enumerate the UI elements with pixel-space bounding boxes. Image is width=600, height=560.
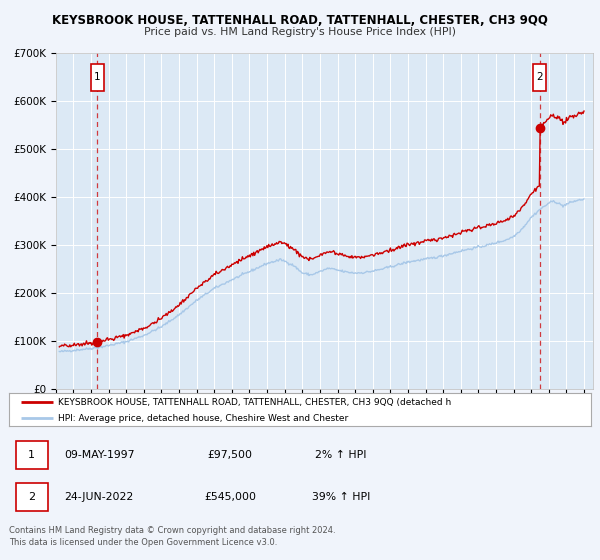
Text: 1: 1 <box>94 72 101 82</box>
FancyBboxPatch shape <box>16 483 48 511</box>
FancyBboxPatch shape <box>16 441 48 469</box>
Text: KEYSBROOK HOUSE, TATTENHALL ROAD, TATTENHALL, CHESTER, CH3 9QQ: KEYSBROOK HOUSE, TATTENHALL ROAD, TATTEN… <box>52 14 548 27</box>
Text: Price paid vs. HM Land Registry's House Price Index (HPI): Price paid vs. HM Land Registry's House … <box>144 27 456 37</box>
Text: £545,000: £545,000 <box>204 492 256 502</box>
Text: HPI: Average price, detached house, Cheshire West and Chester: HPI: Average price, detached house, Ches… <box>58 414 349 423</box>
Text: This data is licensed under the Open Government Licence v3.0.: This data is licensed under the Open Gov… <box>9 538 277 547</box>
Text: Contains HM Land Registry data © Crown copyright and database right 2024.: Contains HM Land Registry data © Crown c… <box>9 526 335 535</box>
FancyBboxPatch shape <box>533 64 547 91</box>
Text: 2: 2 <box>536 72 543 82</box>
Text: £97,500: £97,500 <box>208 450 253 460</box>
Text: 09-MAY-1997: 09-MAY-1997 <box>64 450 134 460</box>
Text: 39% ↑ HPI: 39% ↑ HPI <box>311 492 370 502</box>
Text: 2: 2 <box>28 492 35 502</box>
FancyBboxPatch shape <box>91 64 104 91</box>
Text: 2% ↑ HPI: 2% ↑ HPI <box>315 450 367 460</box>
Text: 1: 1 <box>28 450 35 460</box>
Text: 24-JUN-2022: 24-JUN-2022 <box>65 492 134 502</box>
Text: KEYSBROOK HOUSE, TATTENHALL ROAD, TATTENHALL, CHESTER, CH3 9QQ (detached h: KEYSBROOK HOUSE, TATTENHALL ROAD, TATTEN… <box>58 398 452 407</box>
